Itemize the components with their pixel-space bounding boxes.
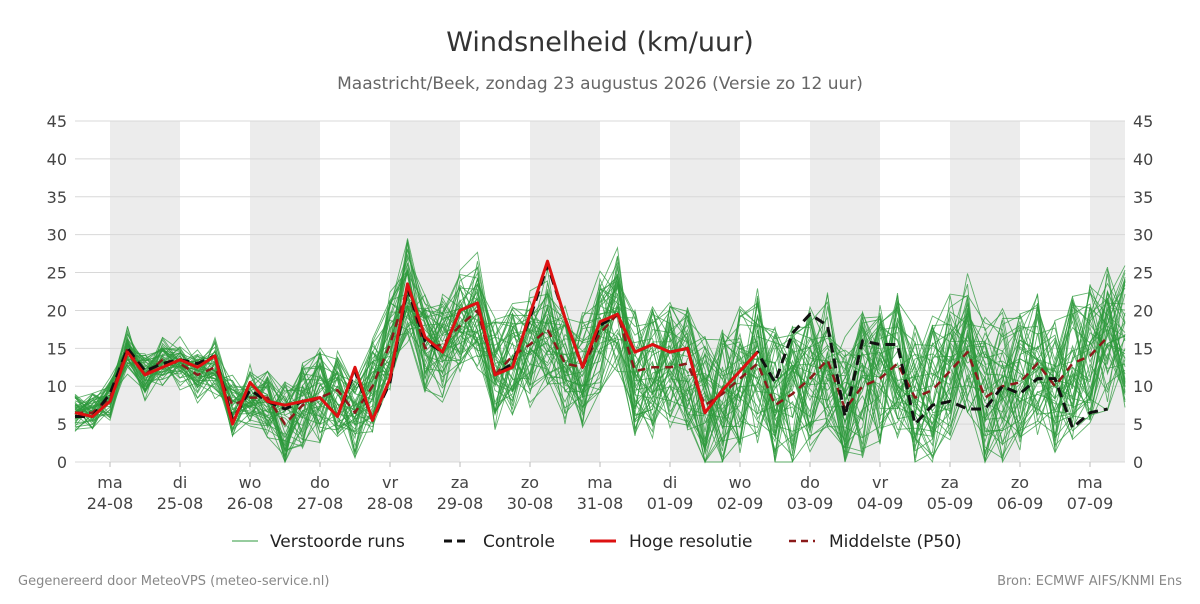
day-band [110, 121, 180, 462]
y-tick-label: 20 [47, 301, 67, 320]
ensemble-member-line [74, 266, 1126, 464]
y-tick-label: 5 [57, 415, 67, 434]
y-tick-label: 30 [1133, 226, 1153, 245]
x-tick-label: 29-08 [437, 494, 484, 513]
legend-ensemble-label: Verstoorde runs [270, 532, 405, 552]
x-tick-day: zo [521, 473, 539, 492]
y-tick-label: 35 [1133, 188, 1153, 207]
x-tick-label: 04-09 [857, 494, 904, 513]
ensemble-member-line [74, 273, 1126, 458]
ensemble-member-line [74, 253, 1126, 464]
y-tick-label: 15 [1133, 339, 1153, 358]
chart-title: Windsnelheid (km/uur) [446, 27, 754, 58]
y-tick-label: 35 [47, 188, 67, 207]
series-line-hoge-resolutie [74, 259, 759, 426]
x-tick-label: 25-08 [157, 494, 204, 513]
legend-median-label: Middelste (P50) [829, 532, 962, 552]
x-tick-day: zo [1011, 473, 1029, 492]
y-tick-label: 45 [47, 112, 67, 131]
x-tick-label: 03-09 [787, 494, 834, 513]
y-tick-label: 40 [1133, 150, 1153, 169]
legend: Verstoorde runs Controle Hoge resolutie … [232, 532, 962, 552]
y-tick-label: 5 [1133, 415, 1143, 434]
x-axis: ma 24-08 di 25-08 wo 26-08 do 27-08 vr 28-08 za 29-… [87, 462, 1114, 513]
legend-hires-label: Hoge resolutie [629, 532, 753, 552]
y-tick-label: 25 [47, 264, 67, 283]
x-tick-day: wo [239, 473, 262, 492]
ensemble-member-line [74, 263, 1126, 459]
ensemble-member-line [74, 261, 1126, 446]
x-tick-label: 27-08 [297, 494, 344, 513]
x-tick-day: wo [729, 473, 752, 492]
x-tick-day: do [800, 473, 820, 492]
y-tick-label: 45 [1133, 112, 1153, 131]
y-tick-label: 15 [47, 339, 67, 358]
y-tick-label: 0 [57, 453, 67, 472]
x-tick-day: do [310, 473, 330, 492]
x-tick-day: di [173, 473, 188, 492]
x-tick-label: 28-08 [367, 494, 414, 513]
x-tick-label: 30-08 [507, 494, 554, 513]
main-series [74, 259, 1109, 430]
x-tick-label: 05-09 [927, 494, 974, 513]
y-tick-label: 25 [1133, 264, 1153, 283]
x-tick-label: 24-08 [87, 494, 134, 513]
x-tick-day: di [663, 473, 678, 492]
x-tick-day: ma [97, 473, 122, 492]
ensemble-member-line [74, 246, 1126, 464]
y-tick-label: 10 [1133, 377, 1153, 396]
footer-generator: Gegenereerd door MeteoVPS (meteo-service… [18, 574, 329, 589]
ensemble-member-line [74, 278, 1126, 456]
x-tick-day: za [941, 473, 959, 492]
x-tick-day: vr [382, 473, 398, 492]
x-tick-day: ma [1077, 473, 1102, 492]
ensemble-member-line [74, 276, 1126, 463]
ensemble-member-line [74, 302, 1126, 464]
x-tick-label: 01-09 [647, 494, 694, 513]
x-tick-day: ma [587, 473, 612, 492]
footer-source: Bron: ECMWF AIFS/KNMI Ens [997, 574, 1182, 589]
ensemble-member-line [74, 271, 1126, 464]
y-tick-label: 20 [1133, 301, 1153, 320]
x-tick-label: 02-09 [717, 494, 764, 513]
x-tick-label: 06-09 [997, 494, 1044, 513]
y-axis-right: 0 5 10 15 20 25 30 35 40 45 [1133, 112, 1153, 472]
x-tick-day: za [451, 473, 469, 492]
y-tick-label: 10 [47, 377, 67, 396]
legend-control-label: Controle [483, 532, 555, 552]
x-tick-label: 26-08 [227, 494, 274, 513]
ensemble-member-line [74, 295, 1126, 463]
y-tick-label: 0 [1133, 453, 1143, 472]
chart-subtitle: Maastricht/Beek, zondag 23 augustus 2026… [337, 74, 863, 94]
x-tick-label: 07-09 [1067, 494, 1114, 513]
ensemble-member-line [74, 265, 1126, 464]
y-tick-label: 30 [47, 226, 67, 245]
x-tick-day: vr [872, 473, 888, 492]
x-tick-label: 31-08 [577, 494, 624, 513]
y-axis-left: 0 5 10 15 20 25 30 35 40 45 [47, 112, 67, 472]
y-tick-label: 40 [47, 150, 67, 169]
